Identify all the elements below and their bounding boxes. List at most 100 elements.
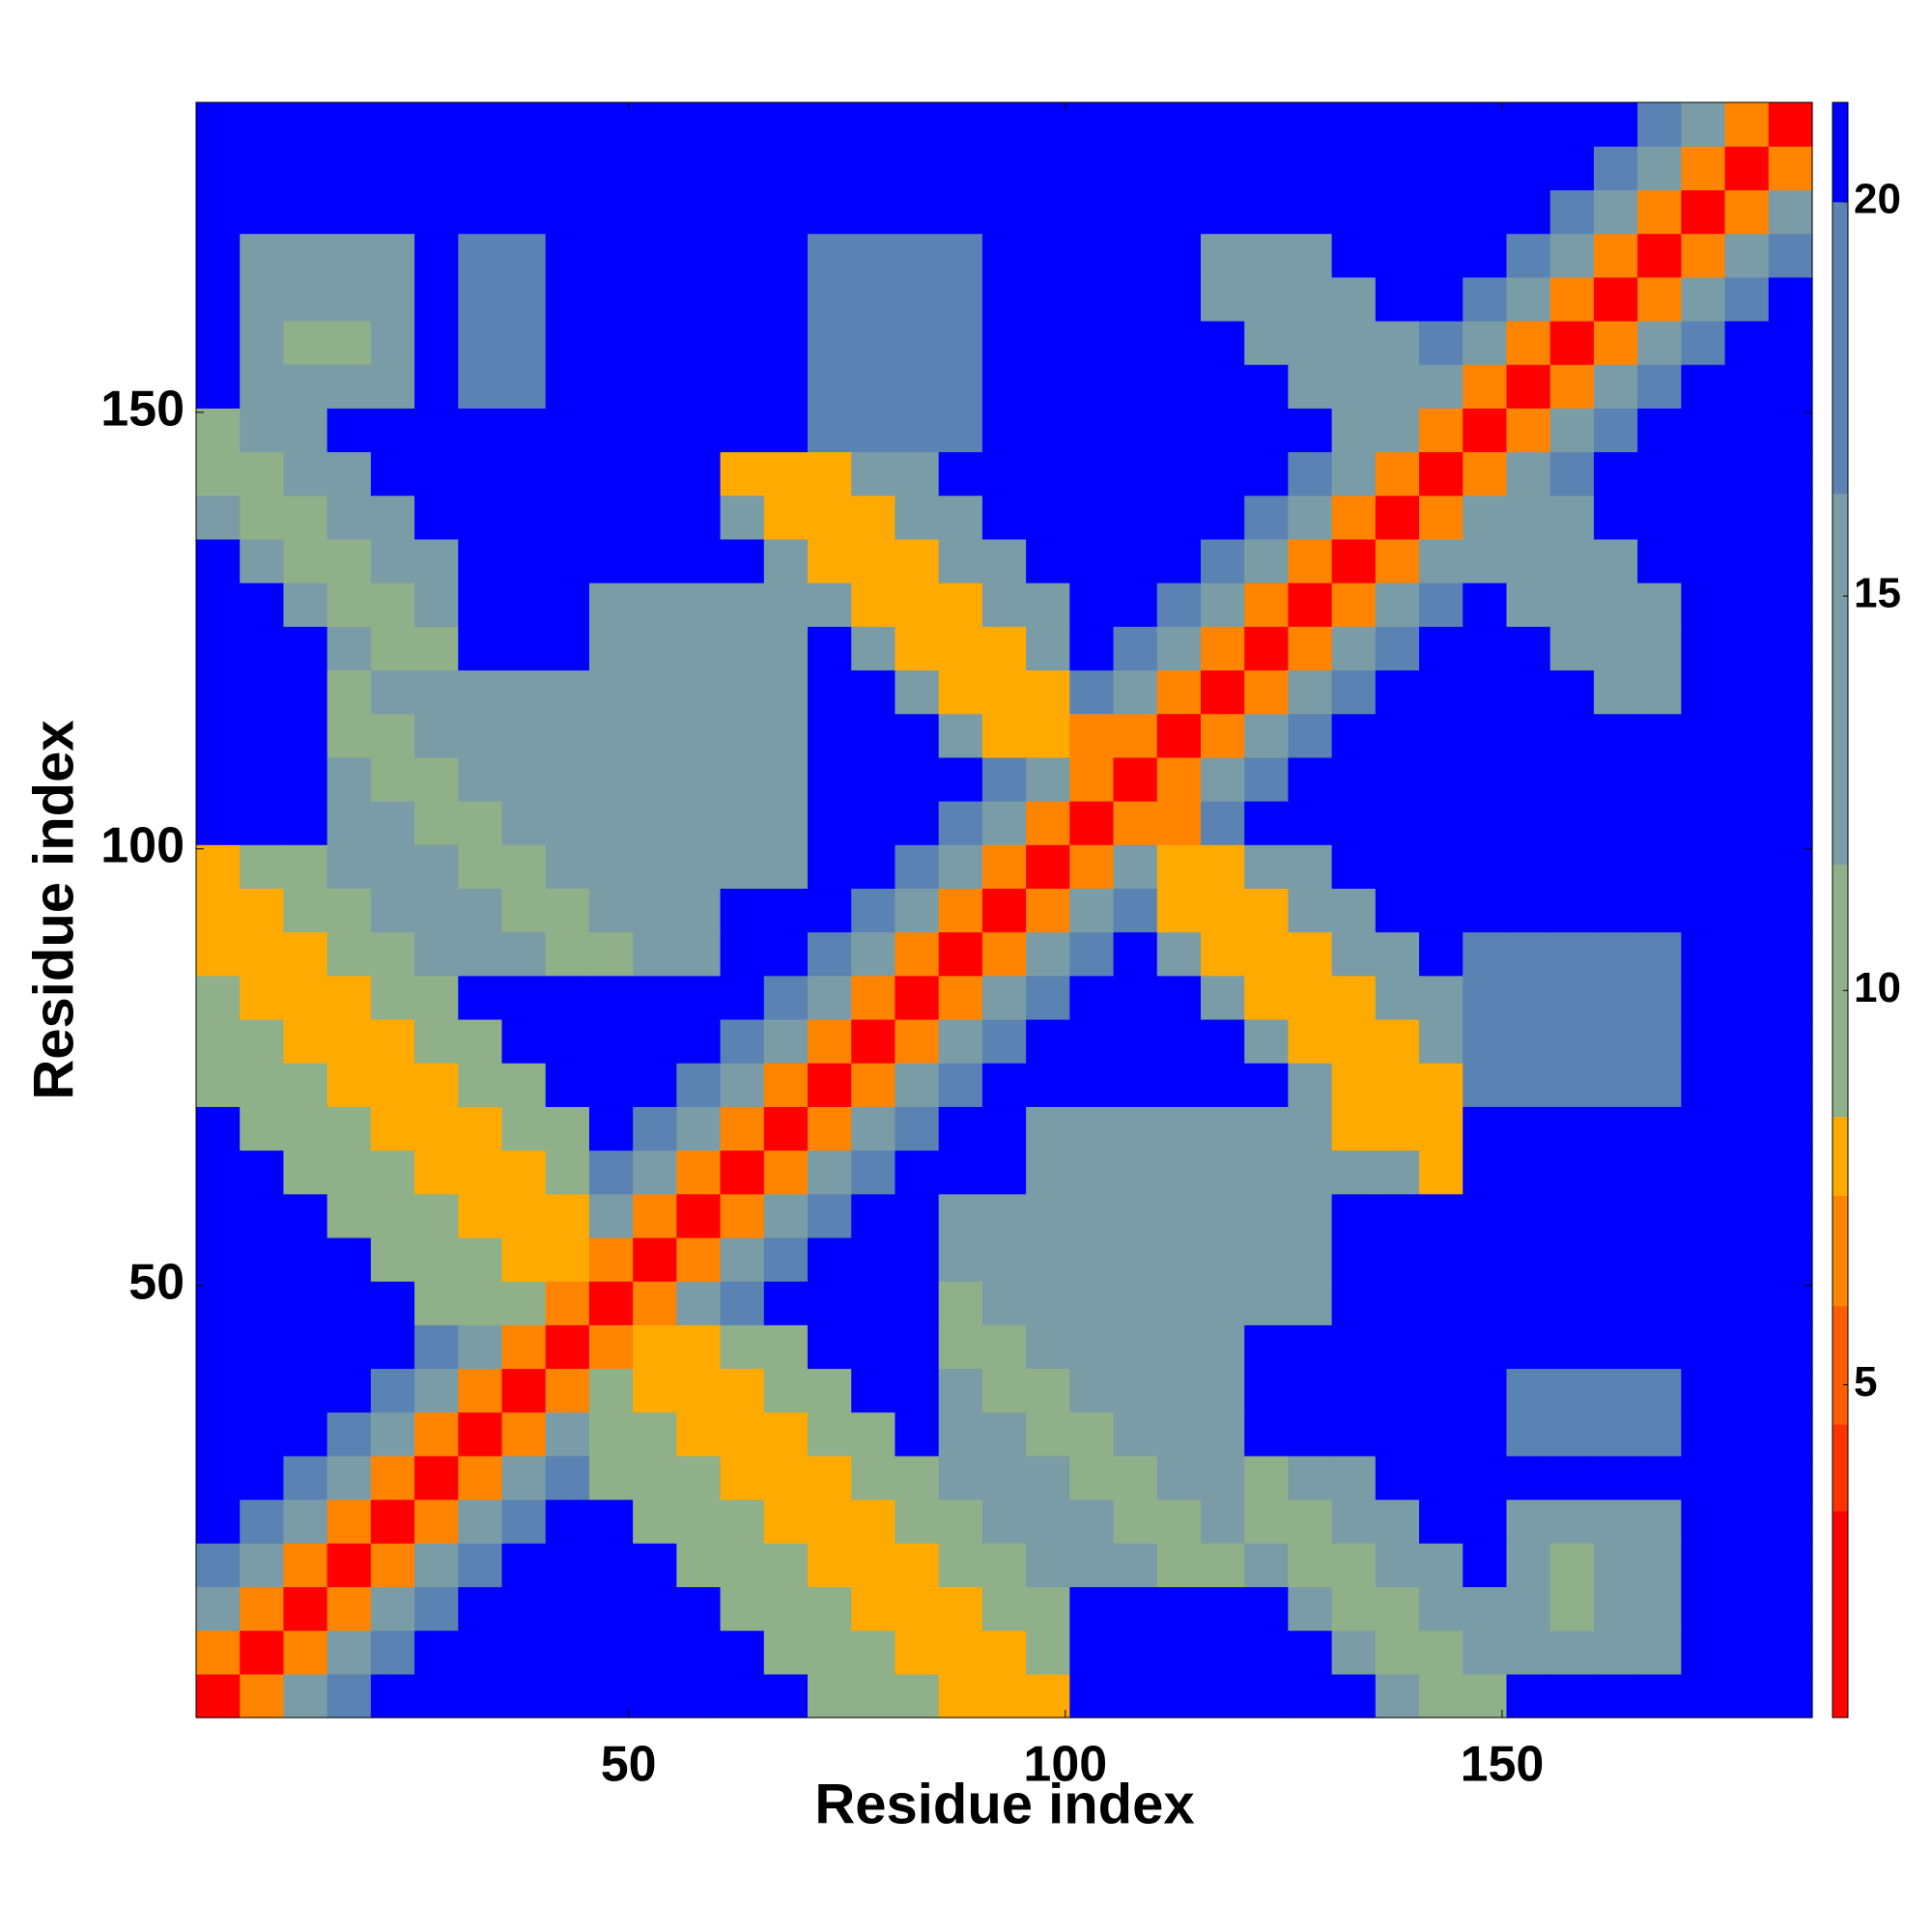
heatmap-cell	[1419, 1193, 1463, 1238]
heatmap-cell	[763, 364, 809, 409]
heatmap-cell	[808, 408, 852, 453]
heatmap-cell	[633, 320, 677, 365]
heatmap-cell	[370, 1455, 415, 1500]
heatmap-cell	[240, 276, 285, 322]
heatmap-cell	[1637, 626, 1682, 671]
heatmap-cell	[1026, 1368, 1070, 1413]
heatmap-cell	[1113, 801, 1158, 845]
heatmap-cell	[414, 1193, 459, 1238]
heatmap-cell	[808, 1281, 852, 1325]
heatmap-cell	[1637, 1543, 1682, 1588]
heatmap-cell	[327, 538, 372, 583]
heatmap-cell	[1593, 1063, 1638, 1107]
heatmap-cell	[545, 146, 590, 190]
heatmap-cell	[1200, 408, 1245, 453]
heatmap-cell	[895, 756, 940, 802]
heatmap-cell	[1463, 888, 1508, 933]
heatmap-cell	[981, 276, 1027, 322]
heatmap-cell	[938, 1543, 983, 1588]
heatmap-cell	[1637, 538, 1682, 583]
heatmap-cell	[895, 408, 940, 453]
heatmap-cell	[1375, 626, 1420, 671]
heatmap-cell	[1288, 713, 1333, 758]
heatmap-cell	[240, 495, 285, 540]
heatmap-cell	[1331, 495, 1377, 540]
heatmap-cell	[1200, 538, 1245, 583]
heatmap-cell	[895, 495, 940, 540]
heatmap-cell	[1463, 801, 1508, 845]
heatmap-cell	[938, 1586, 983, 1632]
heatmap-cell	[808, 1018, 852, 1064]
heatmap-cell	[1463, 1193, 1508, 1238]
heatmap-cell	[981, 1368, 1027, 1413]
heatmap-cell	[1637, 1150, 1682, 1195]
heatmap-cell	[327, 1499, 372, 1544]
heatmap-cell	[1463, 975, 1508, 1020]
heatmap-cell	[763, 102, 809, 147]
heatmap-cell	[545, 1368, 590, 1413]
heatmap-cell	[240, 1499, 285, 1544]
heatmap-cell	[1288, 888, 1333, 933]
heatmap-cell	[370, 1236, 415, 1282]
heatmap-cell	[895, 320, 940, 365]
heatmap-cell	[1549, 189, 1595, 235]
heatmap-cell	[501, 1193, 547, 1238]
heatmap-cell	[851, 276, 896, 322]
heatmap-cell	[1288, 276, 1333, 322]
heatmap-cell	[588, 1543, 634, 1588]
heatmap-cell	[458, 975, 503, 1020]
heatmap-cell	[1593, 1586, 1638, 1632]
heatmap-cell	[1375, 408, 1420, 453]
heatmap-cell	[327, 102, 372, 147]
heatmap-cell	[1375, 1193, 1420, 1238]
heatmap-cell	[588, 408, 634, 453]
heatmap-cell	[1113, 364, 1158, 409]
heatmap-cell	[981, 1324, 1027, 1370]
heatmap-cell	[1244, 320, 1290, 365]
heatmap-cell	[1069, 1673, 1115, 1719]
heatmap-cell	[588, 888, 634, 933]
heatmap-cell	[720, 102, 765, 147]
heatmap-cell	[1026, 276, 1070, 322]
heatmap-cell	[327, 1368, 372, 1413]
heatmap-cell	[895, 1630, 940, 1675]
heatmap-cell	[370, 408, 415, 453]
heatmap-cell	[851, 888, 896, 933]
heatmap-cell	[1244, 756, 1290, 802]
heatmap-cell	[938, 1455, 983, 1500]
heatmap-cell	[327, 888, 372, 933]
heatmap-cell	[633, 931, 677, 977]
heatmap-cell	[1593, 1281, 1638, 1325]
heatmap-cell	[588, 1499, 634, 1544]
heatmap-cell	[1593, 364, 1638, 409]
heatmap-cell	[1724, 1281, 1770, 1325]
heatmap-cell	[633, 451, 677, 497]
heatmap-cell	[1026, 538, 1070, 583]
heatmap-cell	[1156, 1586, 1202, 1632]
heatmap-cell	[1506, 1281, 1551, 1325]
heatmap-cell	[588, 233, 634, 278]
heatmap-cell	[1244, 931, 1290, 977]
heatmap-cell	[1113, 233, 1158, 278]
heatmap-cell	[676, 1368, 722, 1413]
heatmap-cell	[327, 1411, 372, 1457]
heatmap-cell	[1069, 801, 1115, 845]
heatmap-cell	[1681, 276, 1726, 322]
heatmap-cell	[633, 626, 677, 671]
heatmap-cell	[327, 582, 372, 627]
heatmap-cell	[981, 801, 1027, 845]
heatmap-cell	[938, 102, 983, 147]
heatmap-cell	[1506, 713, 1551, 758]
heatmap-cell	[196, 713, 241, 758]
plot-frame	[195, 101, 1813, 1719]
heatmap-cell	[458, 1236, 503, 1282]
heatmap-cell	[981, 364, 1027, 409]
heatmap-cell	[414, 1630, 459, 1675]
heatmap-cell	[1113, 669, 1158, 715]
heatmap-cell	[633, 538, 677, 583]
heatmap-cell	[1026, 801, 1070, 845]
heatmap-cell	[808, 1324, 852, 1370]
heatmap-cell	[1026, 189, 1070, 235]
heatmap-cell	[327, 1150, 372, 1195]
heatmap-cell	[458, 146, 503, 190]
